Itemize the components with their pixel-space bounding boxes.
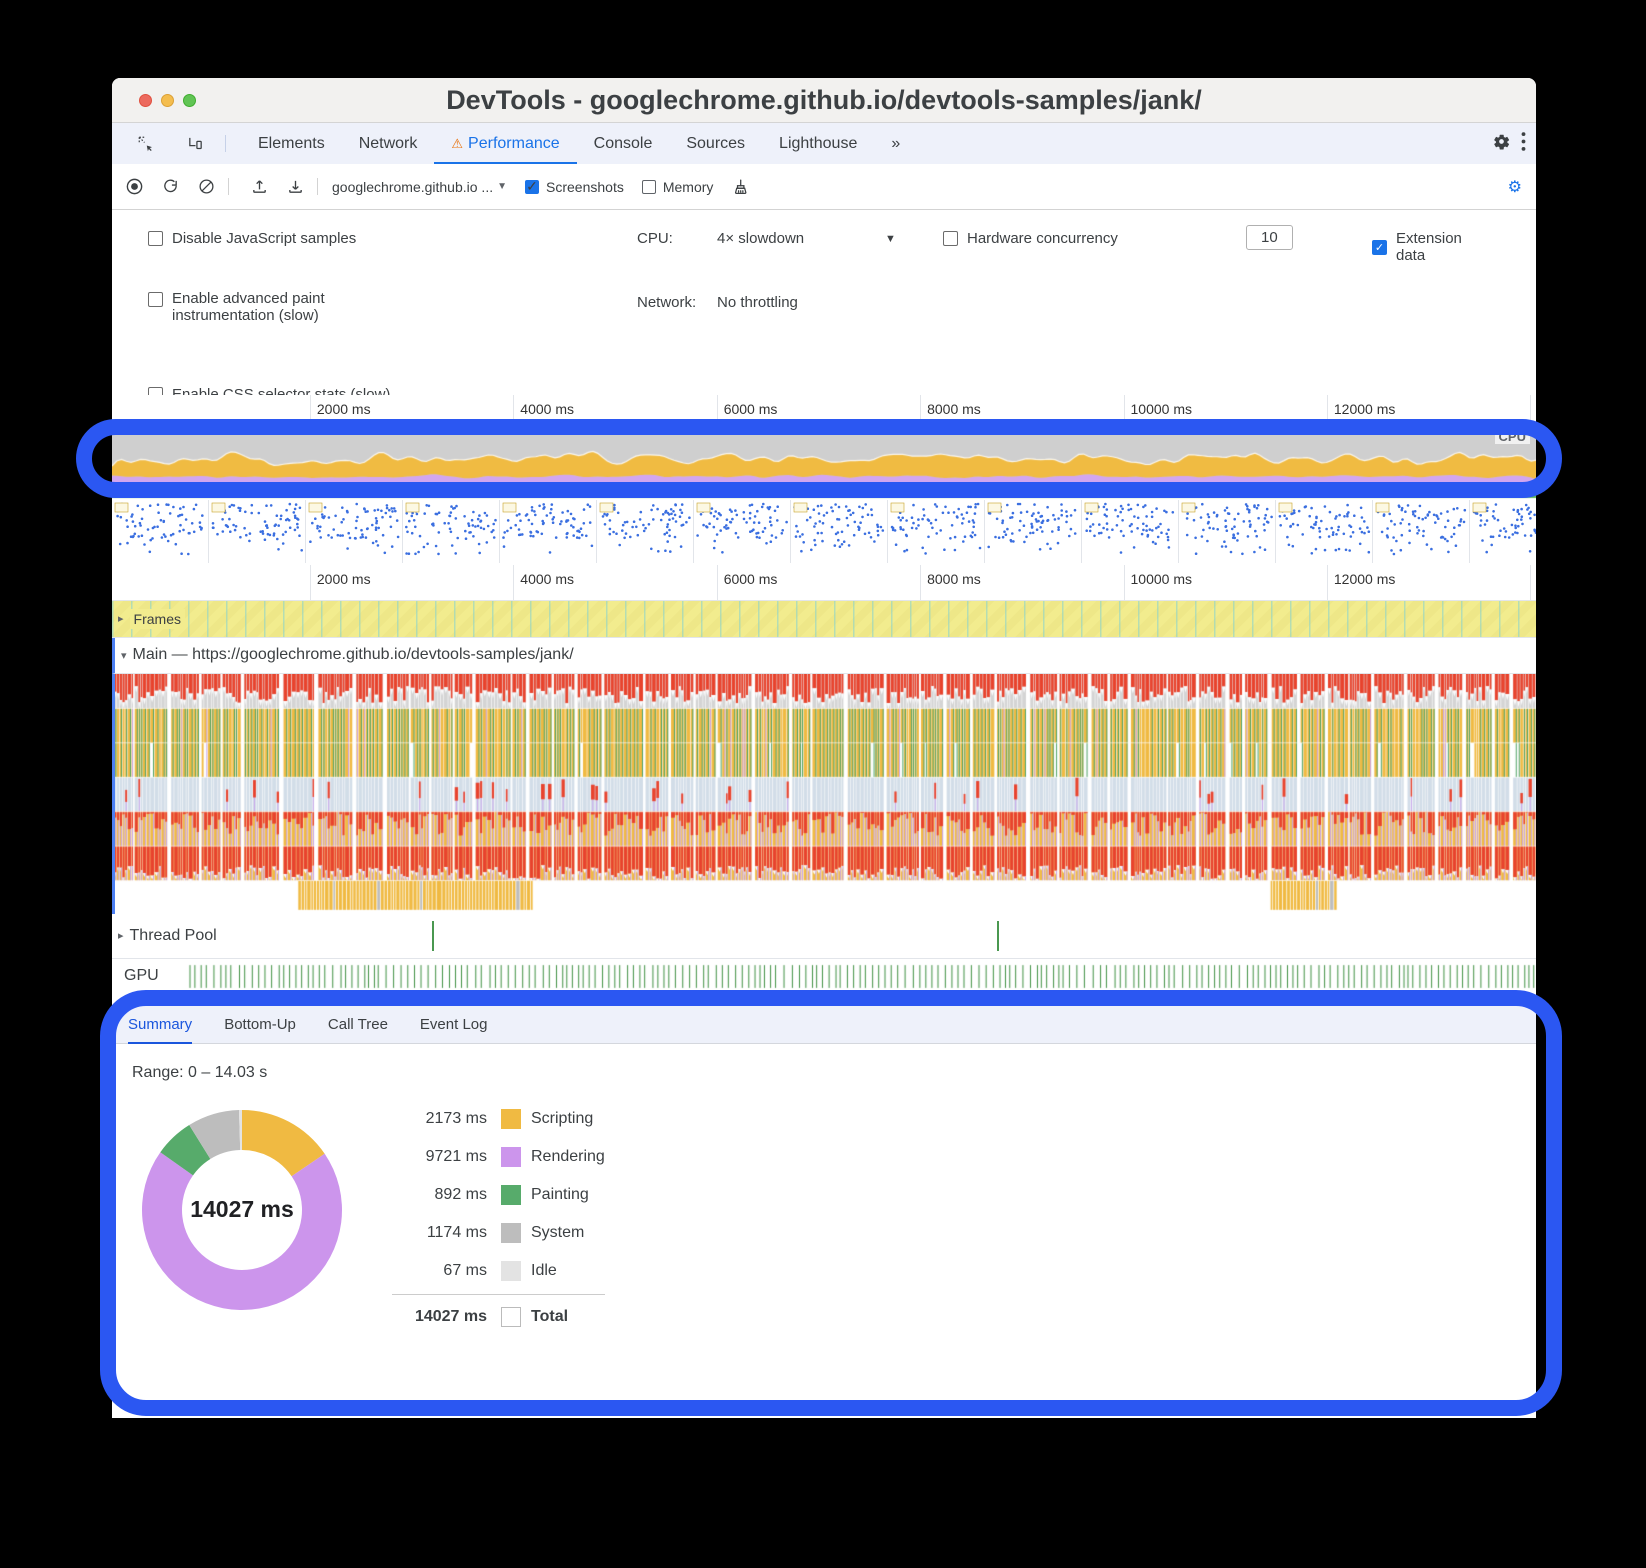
svg-text:14027 ms: 14027 ms <box>190 1196 294 1222</box>
